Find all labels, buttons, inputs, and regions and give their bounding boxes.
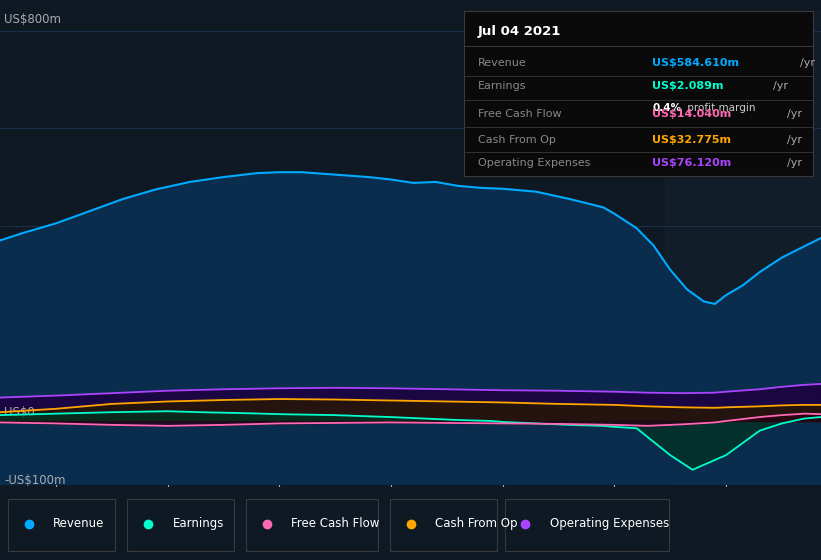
Text: Free Cash Flow: Free Cash Flow [291, 517, 380, 530]
Text: US$800m: US$800m [4, 13, 61, 26]
Text: Cash From Op: Cash From Op [478, 135, 556, 145]
Text: US$14.040m: US$14.040m [653, 109, 732, 119]
Text: /yr: /yr [800, 58, 815, 68]
Text: Operating Expenses: Operating Expenses [478, 158, 590, 168]
Text: /yr: /yr [773, 81, 788, 91]
Text: Revenue: Revenue [53, 517, 105, 530]
Text: /yr: /yr [787, 158, 801, 168]
Text: US$2.089m: US$2.089m [653, 81, 724, 91]
Text: Free Cash Flow: Free Cash Flow [478, 109, 562, 119]
Text: Jul 04 2021: Jul 04 2021 [478, 25, 562, 38]
Text: Revenue: Revenue [478, 58, 526, 68]
Text: US$0: US$0 [4, 405, 34, 419]
Text: US$584.610m: US$584.610m [653, 58, 739, 68]
Text: profit margin: profit margin [684, 103, 755, 113]
Text: /yr: /yr [787, 109, 801, 119]
Text: Earnings: Earnings [172, 517, 224, 530]
Text: Earnings: Earnings [478, 81, 526, 91]
Text: 0.4%: 0.4% [653, 103, 681, 113]
Text: US$32.775m: US$32.775m [653, 135, 732, 145]
Text: US$76.120m: US$76.120m [653, 158, 732, 168]
Text: Cash From Op: Cash From Op [435, 517, 517, 530]
Text: -US$100m: -US$100m [4, 474, 66, 488]
Text: /yr: /yr [787, 135, 801, 145]
Text: Operating Expenses: Operating Expenses [550, 517, 669, 530]
